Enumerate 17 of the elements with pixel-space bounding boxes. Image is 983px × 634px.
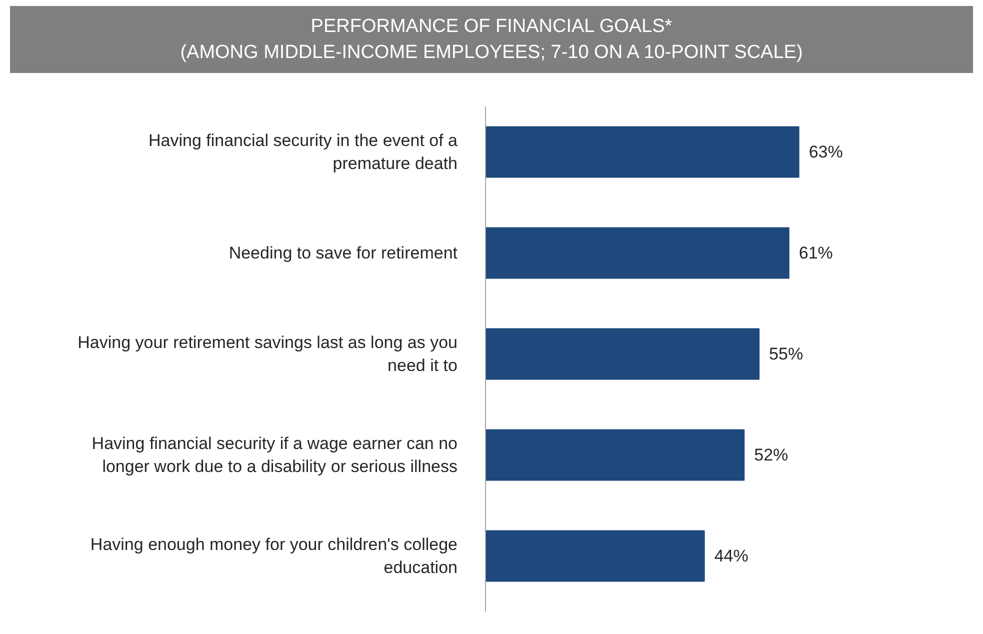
y-tick-label: Having enough money for your children's college education <box>90 535 458 577</box>
data-label: 52% <box>754 445 788 464</box>
y-tick-label: Having financial security in the event of a premature death <box>148 131 458 173</box>
bar <box>486 429 745 481</box>
data-label: 63% <box>808 142 843 162</box>
data-label: 44% <box>714 546 748 566</box>
y-tick-label: Having financial security if a wage earner can no longer work due to a disability or serious illness <box>92 434 458 476</box>
bar <box>486 328 760 380</box>
y-tick-label: Having your retirement savings last as long as you need it to <box>78 333 458 375</box>
bar <box>486 227 790 279</box>
bar <box>486 530 705 582</box>
bar <box>486 126 800 178</box>
data-label: 55% <box>769 344 804 364</box>
chart-subtitle: (AMONG MIDDLE-INCOME EMPLOYEES; 7-10 ON A 10-POINT SCALE) <box>180 42 803 63</box>
y-tick-label: Needing to save for retirement <box>228 243 458 262</box>
chart-title: PERFORMANCE OF FINANCIAL GOALS* <box>310 16 672 37</box>
data-label: 61% <box>798 243 833 262</box>
